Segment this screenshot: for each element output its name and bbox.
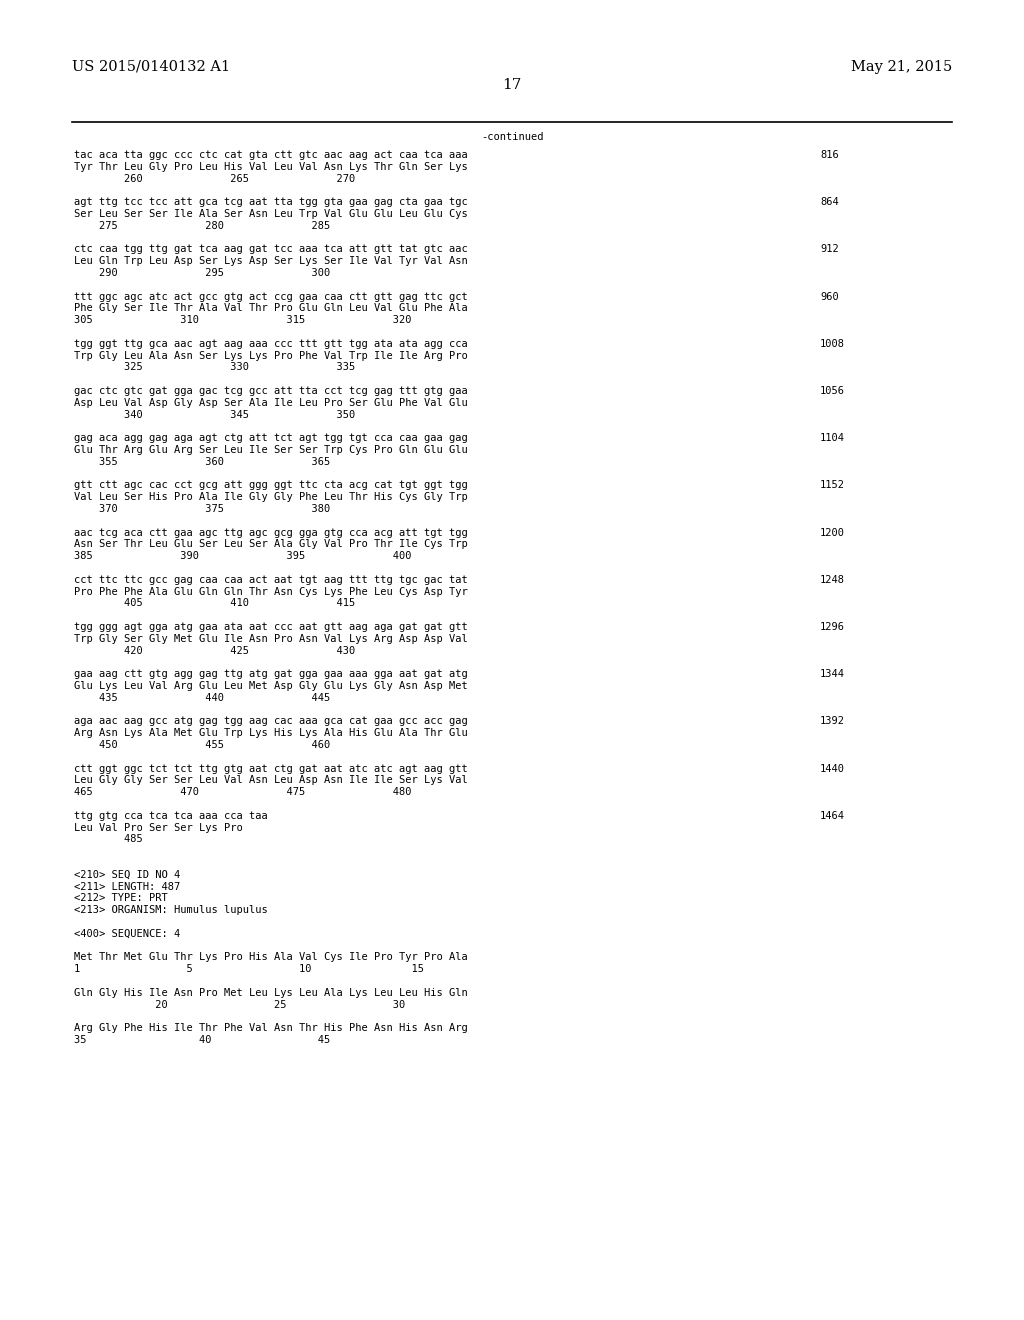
Text: 275              280              285: 275 280 285 <box>74 220 331 231</box>
Text: 1008: 1008 <box>820 339 845 348</box>
Text: 420              425              430: 420 425 430 <box>74 645 355 656</box>
Text: 20                 25                 30: 20 25 30 <box>74 999 406 1010</box>
Text: ctc caa tgg ttg gat tca aag gat tcc aaa tca att gtt tat gtc aac: ctc caa tgg ttg gat tca aag gat tcc aaa … <box>74 244 468 255</box>
Text: 435              440              445: 435 440 445 <box>74 693 331 702</box>
Text: Val Leu Ser His Pro Ala Ile Gly Gly Phe Leu Thr His Cys Gly Trp: Val Leu Ser His Pro Ala Ile Gly Gly Phe … <box>74 492 468 502</box>
Text: Leu Gly Gly Ser Ser Leu Val Asn Leu Asp Asn Ile Ile Ser Lys Val: Leu Gly Gly Ser Ser Leu Val Asn Leu Asp … <box>74 775 468 785</box>
Text: 1464: 1464 <box>820 810 845 821</box>
Text: aac tcg aca ctt gaa agc ttg agc gcg gga gtg cca acg att tgt tgg: aac tcg aca ctt gaa agc ttg agc gcg gga … <box>74 528 468 537</box>
Text: tgg ggg agt gga atg gaa ata aat ccc aat gtt aag aga gat gat gtt: tgg ggg agt gga atg gaa ata aat ccc aat … <box>74 622 468 632</box>
Text: Met Thr Met Glu Thr Lys Pro His Ala Val Cys Ile Pro Tyr Pro Ala: Met Thr Met Glu Thr Lys Pro His Ala Val … <box>74 953 468 962</box>
Text: 340              345              350: 340 345 350 <box>74 409 355 420</box>
Text: Tyr Thr Leu Gly Pro Leu His Val Leu Val Asn Lys Thr Gln Ser Lys: Tyr Thr Leu Gly Pro Leu His Val Leu Val … <box>74 162 468 172</box>
Text: 864: 864 <box>820 197 839 207</box>
Text: ttg gtg cca tca tca aaa cca taa: ttg gtg cca tca tca aaa cca taa <box>74 810 267 821</box>
Text: -continued: -continued <box>480 132 544 143</box>
Text: 1152: 1152 <box>820 480 845 491</box>
Text: 17: 17 <box>503 78 521 92</box>
Text: 465              470              475              480: 465 470 475 480 <box>74 787 412 797</box>
Text: tgg ggt ttg gca aac agt aag aaa ccc ttt gtt tgg ata ata agg cca: tgg ggt ttg gca aac agt aag aaa ccc ttt … <box>74 339 468 348</box>
Text: gtt ctt agc cac cct gcg att ggg ggt ttc cta acg cat tgt ggt tgg: gtt ctt agc cac cct gcg att ggg ggt ttc … <box>74 480 468 491</box>
Text: 1                 5                 10                15: 1 5 10 15 <box>74 964 424 974</box>
Text: <210> SEQ ID NO 4: <210> SEQ ID NO 4 <box>74 870 180 880</box>
Text: aga aac aag gcc atg gag tgg aag cac aaa gca cat gaa gcc acc gag: aga aac aag gcc atg gag tgg aag cac aaa … <box>74 717 468 726</box>
Text: 355              360              365: 355 360 365 <box>74 457 331 467</box>
Text: 370              375              380: 370 375 380 <box>74 504 331 513</box>
Text: <212> TYPE: PRT: <212> TYPE: PRT <box>74 894 168 903</box>
Text: gaa aag ctt gtg agg gag ttg atg gat gga gaa aaa gga aat gat atg: gaa aag ctt gtg agg gag ttg atg gat gga … <box>74 669 468 680</box>
Text: Trp Gly Leu Ala Asn Ser Lys Lys Pro Phe Val Trp Ile Ile Arg Pro: Trp Gly Leu Ala Asn Ser Lys Lys Pro Phe … <box>74 351 468 360</box>
Text: agt ttg tcc tcc att gca tcg aat tta tgg gta gaa gag cta gaa tgc: agt ttg tcc tcc att gca tcg aat tta tgg … <box>74 197 468 207</box>
Text: Glu Thr Arg Glu Arg Ser Leu Ile Ser Ser Trp Cys Pro Gln Glu Glu: Glu Thr Arg Glu Arg Ser Leu Ile Ser Ser … <box>74 445 468 455</box>
Text: Leu Val Pro Ser Ser Lys Pro: Leu Val Pro Ser Ser Lys Pro <box>74 822 243 833</box>
Text: Phe Gly Ser Ile Thr Ala Val Thr Pro Glu Gln Leu Val Glu Phe Ala: Phe Gly Ser Ile Thr Ala Val Thr Pro Glu … <box>74 304 468 313</box>
Text: 1248: 1248 <box>820 574 845 585</box>
Text: 1344: 1344 <box>820 669 845 680</box>
Text: 450              455              460: 450 455 460 <box>74 741 331 750</box>
Text: 1200: 1200 <box>820 528 845 537</box>
Text: 35                  40                 45: 35 40 45 <box>74 1035 331 1045</box>
Text: gag aca agg gag aga agt ctg att tct agt tgg tgt cca caa gaa gag: gag aca agg gag aga agt ctg att tct agt … <box>74 433 468 444</box>
Text: 385              390              395              400: 385 390 395 400 <box>74 552 412 561</box>
Text: Arg Gly Phe His Ile Thr Phe Val Asn Thr His Phe Asn His Asn Arg: Arg Gly Phe His Ile Thr Phe Val Asn Thr … <box>74 1023 468 1034</box>
Text: US 2015/0140132 A1: US 2015/0140132 A1 <box>72 59 230 74</box>
Text: <400> SEQUENCE: 4: <400> SEQUENCE: 4 <box>74 929 180 939</box>
Text: gac ctc gtc gat gga gac tcg gcc att tta cct tcg gag ttt gtg gaa: gac ctc gtc gat gga gac tcg gcc att tta … <box>74 385 468 396</box>
Text: tac aca tta ggc ccc ctc cat gta ctt gtc aac aag act caa tca aaa: tac aca tta ggc ccc ctc cat gta ctt gtc … <box>74 150 468 160</box>
Text: Trp Gly Ser Gly Met Glu Ile Asn Pro Asn Val Lys Arg Asp Asp Val: Trp Gly Ser Gly Met Glu Ile Asn Pro Asn … <box>74 634 468 644</box>
Text: 305              310              315              320: 305 310 315 320 <box>74 315 412 325</box>
Text: 260              265              270: 260 265 270 <box>74 174 355 183</box>
Text: Gln Gly His Ile Asn Pro Met Leu Lys Leu Ala Lys Leu Leu His Gln: Gln Gly His Ile Asn Pro Met Leu Lys Leu … <box>74 987 468 998</box>
Text: <211> LENGTH: 487: <211> LENGTH: 487 <box>74 882 180 891</box>
Text: ctt ggt ggc tct tct ttg gtg aat ctg gat aat atc atc agt aag gtt: ctt ggt ggc tct tct ttg gtg aat ctg gat … <box>74 763 468 774</box>
Text: cct ttc ttc gcc gag caa caa act aat tgt aag ttt ttg tgc gac tat: cct ttc ttc gcc gag caa caa act aat tgt … <box>74 574 468 585</box>
Text: 290              295              300: 290 295 300 <box>74 268 331 279</box>
Text: Pro Phe Phe Ala Glu Gln Gln Thr Asn Cys Lys Phe Leu Cys Asp Tyr: Pro Phe Phe Ala Glu Gln Gln Thr Asn Cys … <box>74 586 468 597</box>
Text: Arg Asn Lys Ala Met Glu Trp Lys His Lys Ala His Glu Ala Thr Glu: Arg Asn Lys Ala Met Glu Trp Lys His Lys … <box>74 729 468 738</box>
Text: 1392: 1392 <box>820 717 845 726</box>
Text: 960: 960 <box>820 292 839 301</box>
Text: 405              410              415: 405 410 415 <box>74 598 355 609</box>
Text: 1104: 1104 <box>820 433 845 444</box>
Text: 1440: 1440 <box>820 763 845 774</box>
Text: May 21, 2015: May 21, 2015 <box>851 59 952 74</box>
Text: Asn Ser Thr Leu Glu Ser Leu Ser Ala Gly Val Pro Thr Ile Cys Trp: Asn Ser Thr Leu Glu Ser Leu Ser Ala Gly … <box>74 540 468 549</box>
Text: 325              330              335: 325 330 335 <box>74 363 355 372</box>
Text: Glu Lys Leu Val Arg Glu Leu Met Asp Gly Glu Lys Gly Asn Asp Met: Glu Lys Leu Val Arg Glu Leu Met Asp Gly … <box>74 681 468 690</box>
Text: ttt ggc agc atc act gcc gtg act ccg gaa caa ctt gtt gag ttc gct: ttt ggc agc atc act gcc gtg act ccg gaa … <box>74 292 468 301</box>
Text: <213> ORGANISM: Humulus lupulus: <213> ORGANISM: Humulus lupulus <box>74 906 267 915</box>
Text: 485: 485 <box>74 834 142 845</box>
Text: 1296: 1296 <box>820 622 845 632</box>
Text: Leu Gln Trp Leu Asp Ser Lys Asp Ser Lys Ser Ile Val Tyr Val Asn: Leu Gln Trp Leu Asp Ser Lys Asp Ser Lys … <box>74 256 468 267</box>
Text: 1056: 1056 <box>820 385 845 396</box>
Text: 816: 816 <box>820 150 839 160</box>
Text: Asp Leu Val Asp Gly Asp Ser Ala Ile Leu Pro Ser Glu Phe Val Glu: Asp Leu Val Asp Gly Asp Ser Ala Ile Leu … <box>74 397 468 408</box>
Text: Ser Leu Ser Ser Ile Ala Ser Asn Leu Trp Val Glu Glu Leu Glu Cys: Ser Leu Ser Ser Ile Ala Ser Asn Leu Trp … <box>74 209 468 219</box>
Text: 912: 912 <box>820 244 839 255</box>
